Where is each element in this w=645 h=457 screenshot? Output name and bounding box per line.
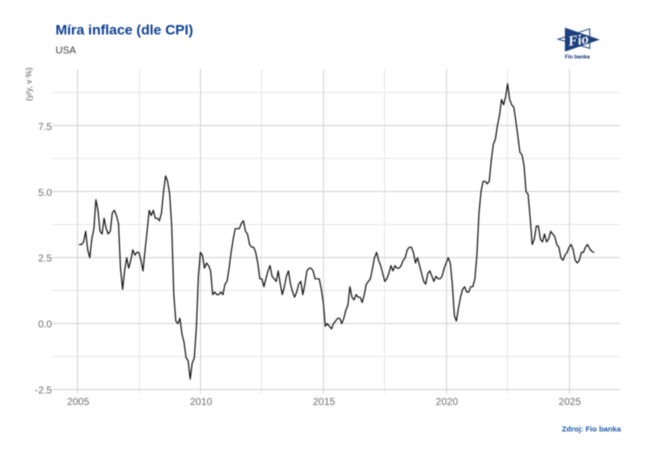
svg-text:2025: 2025 — [559, 397, 582, 408]
svg-text:2.5: 2.5 — [38, 254, 52, 265]
svg-text:0.0: 0.0 — [38, 320, 52, 331]
svg-text:2015: 2015 — [313, 397, 336, 408]
svg-text:2010: 2010 — [190, 397, 213, 408]
svg-text:5.0: 5.0 — [38, 188, 52, 199]
svg-text:2005: 2005 — [67, 397, 90, 408]
svg-text:2020: 2020 — [436, 397, 459, 408]
svg-text:Míra inflace (dle CPI): Míra inflace (dle CPI) — [56, 22, 194, 38]
svg-text:(y/y, v %): (y/y, v %) — [25, 67, 34, 101]
svg-text:Fio: Fio — [566, 31, 590, 50]
svg-text:USA: USA — [56, 46, 77, 57]
svg-text:Zdroj: Fio banka: Zdroj: Fio banka — [562, 424, 622, 433]
svg-text:-2.5: -2.5 — [35, 386, 53, 397]
svg-text:7.5: 7.5 — [38, 122, 52, 133]
svg-text:Fio banka: Fio banka — [565, 55, 591, 61]
